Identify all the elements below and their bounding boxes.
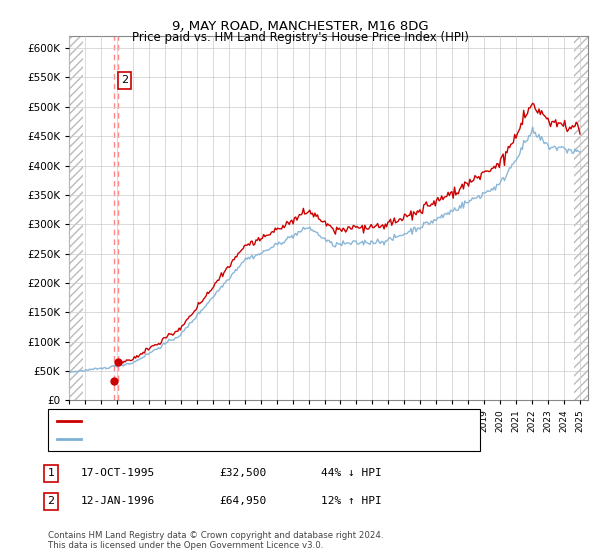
Text: 44% ↓ HPI: 44% ↓ HPI xyxy=(321,468,382,478)
Text: 12-JAN-1996: 12-JAN-1996 xyxy=(81,496,155,506)
Text: 9, MAY ROAD, MANCHESTER, M16 8DG (detached house): 9, MAY ROAD, MANCHESTER, M16 8DG (detach… xyxy=(87,416,383,426)
Text: HPI: Average price, detached house, Manchester: HPI: Average price, detached house, Manc… xyxy=(87,434,341,444)
Bar xyxy=(69,36,83,400)
Text: 1: 1 xyxy=(47,468,55,478)
Text: £64,950: £64,950 xyxy=(219,496,266,506)
Text: 2: 2 xyxy=(47,496,55,506)
Text: 12% ↑ HPI: 12% ↑ HPI xyxy=(321,496,382,506)
Text: 17-OCT-1995: 17-OCT-1995 xyxy=(81,468,155,478)
Text: Contains HM Land Registry data © Crown copyright and database right 2024.
This d: Contains HM Land Registry data © Crown c… xyxy=(48,530,383,550)
Text: £32,500: £32,500 xyxy=(219,468,266,478)
Text: 9, MAY ROAD, MANCHESTER, M16 8DG: 9, MAY ROAD, MANCHESTER, M16 8DG xyxy=(172,20,428,32)
Bar xyxy=(574,36,590,400)
Text: Price paid vs. HM Land Registry's House Price Index (HPI): Price paid vs. HM Land Registry's House … xyxy=(131,31,469,44)
Text: 2: 2 xyxy=(121,76,128,86)
